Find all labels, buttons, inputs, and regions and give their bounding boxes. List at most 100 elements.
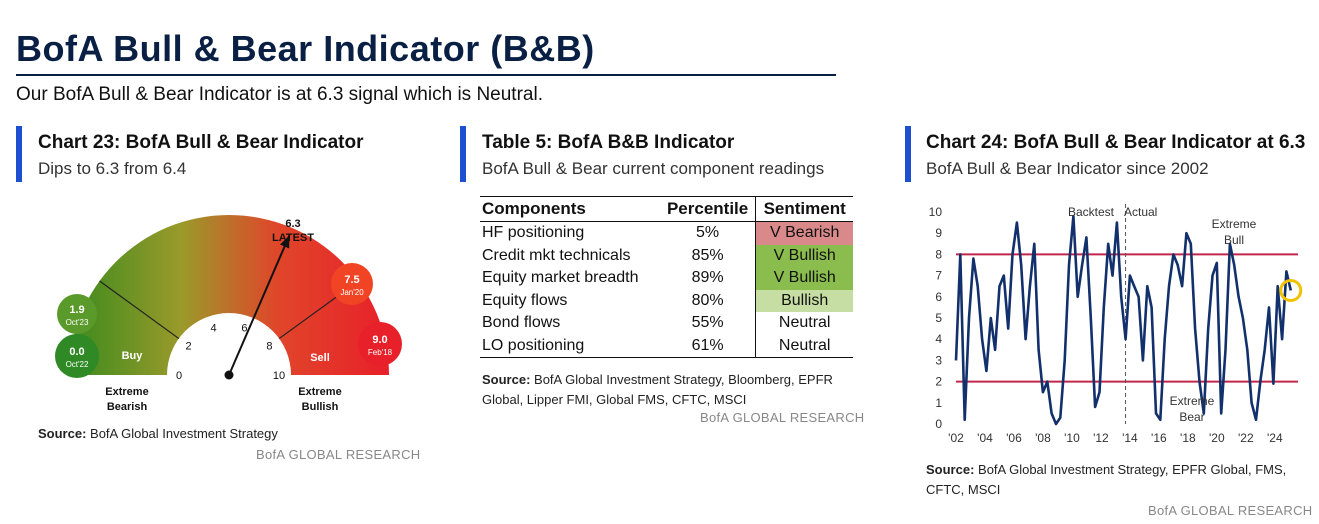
indicator-series-line xyxy=(954,214,1293,426)
gauge-marker-value: 7.5 xyxy=(344,274,359,286)
gauge-marker-date: Jan'20 xyxy=(340,288,364,297)
gauge-marker-value: 1.9 xyxy=(69,304,84,316)
gauge-panel-subtitle: Dips to 6.3 from 6.4 xyxy=(38,159,187,178)
gauge-tick-label: 6 xyxy=(241,322,247,334)
component-cell: Equity market breadth xyxy=(482,269,639,287)
x-tick-label: '08 xyxy=(1035,431,1051,445)
gauge-zone-divider xyxy=(99,280,180,340)
percentile-cell: 61% xyxy=(659,334,756,358)
table-row: Equity market breadth 89% V Bullish xyxy=(480,267,853,290)
gauge-marker-date: Oct'22 xyxy=(66,360,89,369)
table-row: HF positioning 5% V Bearish xyxy=(480,221,853,245)
gauge-source-text: BofA Global Investment Strategy xyxy=(86,426,278,441)
gauge-needle-head xyxy=(280,235,290,249)
x-tick-label: '12 xyxy=(1093,431,1109,445)
x-tick-label: '10 xyxy=(1064,431,1080,445)
y-tick-label: 9 xyxy=(935,226,942,240)
annot-actual: Actual xyxy=(1124,205,1157,219)
gauge-tick-label: 0 xyxy=(176,370,182,382)
title-rule xyxy=(16,74,836,76)
gauge-marker-value: 0.0 xyxy=(69,346,84,358)
line-source-label: Source: xyxy=(926,462,975,477)
table-panel-subtitle: BofA Bull & Bear current component readi… xyxy=(482,159,825,178)
page-title: BofA Bull & Bear Indicator (B&B) xyxy=(16,28,595,69)
gauge-extreme-bearish-2: Bearish xyxy=(107,401,148,413)
sentiment-cell: Neutral xyxy=(755,312,853,335)
table-row: Credit mkt technicals 85% V Bullish xyxy=(480,244,853,267)
x-tick-label: '02 xyxy=(948,431,964,445)
gauge-marker-bubble xyxy=(331,263,373,305)
y-tick-label: 8 xyxy=(935,247,942,261)
gauge-tick-label: 8 xyxy=(266,341,272,353)
annot-extreme-bull-2: Bull xyxy=(1224,233,1244,247)
table-source-label: Source: xyxy=(482,372,531,387)
line-chart: 0 1 2 3 4 5 6 7 8 9 10 '02 '04 '06 '08 '10 '12 '14 '16 '18 '… xyxy=(929,204,1303,445)
percentile-cell: 5% xyxy=(696,224,720,242)
gauge-needle-pivot xyxy=(224,370,234,380)
gauge-source: Source: BofA Global Investment Strategy xyxy=(38,424,278,444)
sentiment-cell: V Bullish xyxy=(755,267,853,290)
x-tick-label: '06 xyxy=(1006,431,1022,445)
x-tick-label: '16 xyxy=(1151,431,1167,445)
line-panel-subtitle: BofA Bull & Bear Indicator since 2002 xyxy=(926,159,1209,178)
line-brand: BofA GLOBAL RESEARCH xyxy=(1148,503,1313,518)
gauge-panel-title: Chart 23: BofA Bull & Bear Indicator xyxy=(38,132,364,153)
annot-extreme-bear-1: Extreme xyxy=(1170,394,1215,408)
line-source: Source: BofA Global Investment Strategy,… xyxy=(926,460,1286,500)
gauge-zone-buy: Buy xyxy=(122,350,144,362)
components-table: Components Percentile Sentiment HF posit… xyxy=(480,196,853,358)
gauge-latest-label: LATEST xyxy=(272,232,314,244)
annot-extreme-bull-1: Extreme xyxy=(1212,217,1257,231)
x-tick-label: '20 xyxy=(1209,431,1225,445)
gauge-tick-label: 10 xyxy=(273,370,285,382)
y-tick-label: 7 xyxy=(935,269,942,283)
gauge-marker-bubble xyxy=(57,294,97,334)
col-header-components: Components xyxy=(480,196,660,222)
line-source-line1: BofA Global Investment Strategy, EPFR Gl… xyxy=(974,462,1287,477)
sentiment-cell: Bullish xyxy=(755,289,853,312)
x-tick-label: '18 xyxy=(1180,431,1196,445)
line-source-line2: CFTC, MSCI xyxy=(926,482,1001,497)
x-tick-label: '14 xyxy=(1122,431,1138,445)
table-row: Equity flows 80% Bullish xyxy=(480,289,853,312)
y-tick-label: 5 xyxy=(935,311,942,325)
line-panel-title: Chart 24: BofA Bull & Bear Indicator at … xyxy=(926,132,1306,153)
y-tick-label: 2 xyxy=(935,375,942,389)
annot-extreme-bear-2: Bear xyxy=(1179,410,1204,424)
section-accent-bar xyxy=(16,126,22,182)
sentiment-cell: Neutral xyxy=(755,334,853,358)
gauge-extreme-bullish-2: Bullish xyxy=(302,401,339,413)
x-tick-label: '22 xyxy=(1238,431,1254,445)
gauge-tick-label: 2 xyxy=(185,341,191,353)
gauge-extreme-bearish-1: Extreme xyxy=(105,386,148,398)
percentile-cell: 55% xyxy=(691,314,724,332)
y-tick-label: 10 xyxy=(929,205,943,219)
section-accent-bar xyxy=(460,126,466,182)
y-tick-label: 6 xyxy=(935,290,942,304)
gauge-marker-date: Feb'18 xyxy=(368,348,393,357)
component-cell: LO positioning xyxy=(480,334,660,358)
gauge-brand: BofA GLOBAL RESEARCH xyxy=(256,447,421,462)
sentiment-cell: V Bullish xyxy=(755,244,853,267)
latest-value-highlight xyxy=(1279,278,1303,302)
x-tick-label: '04 xyxy=(977,431,993,445)
x-tick-label: '24 xyxy=(1267,431,1283,445)
gauge-chart: 0 2 4 6 8 10 6.3 LATEST Buy Sell Extreme Bear… xyxy=(55,215,402,413)
y-tick-label: 1 xyxy=(935,396,942,410)
table-panel-title: Table 5: BofA B&B Indicator xyxy=(482,132,735,153)
annot-backtest: Backtest xyxy=(1068,205,1115,219)
col-header-sentiment: Sentiment xyxy=(755,196,853,222)
component-cell: HF positioning xyxy=(482,224,585,242)
gauge-marker-date: Oct'23 xyxy=(66,318,89,327)
gauge-source-label: Source: xyxy=(38,426,87,441)
gauge-arc xyxy=(69,215,389,375)
col-header-percentile: Percentile xyxy=(659,196,756,222)
component-cell: Credit mkt technicals xyxy=(482,246,631,264)
table-source: Source: BofA Global Investment Strategy,… xyxy=(482,370,833,410)
gauge-extreme-bullish-1: Extreme xyxy=(298,386,341,398)
gauge-needle xyxy=(228,235,291,376)
y-tick-label: 3 xyxy=(935,353,942,367)
gauge-tick-label: 4 xyxy=(210,322,216,334)
page-subtitle: Our BofA Bull & Bear Indicator is at 6.3… xyxy=(16,84,543,105)
gauge-zone-sell: Sell xyxy=(310,352,330,364)
